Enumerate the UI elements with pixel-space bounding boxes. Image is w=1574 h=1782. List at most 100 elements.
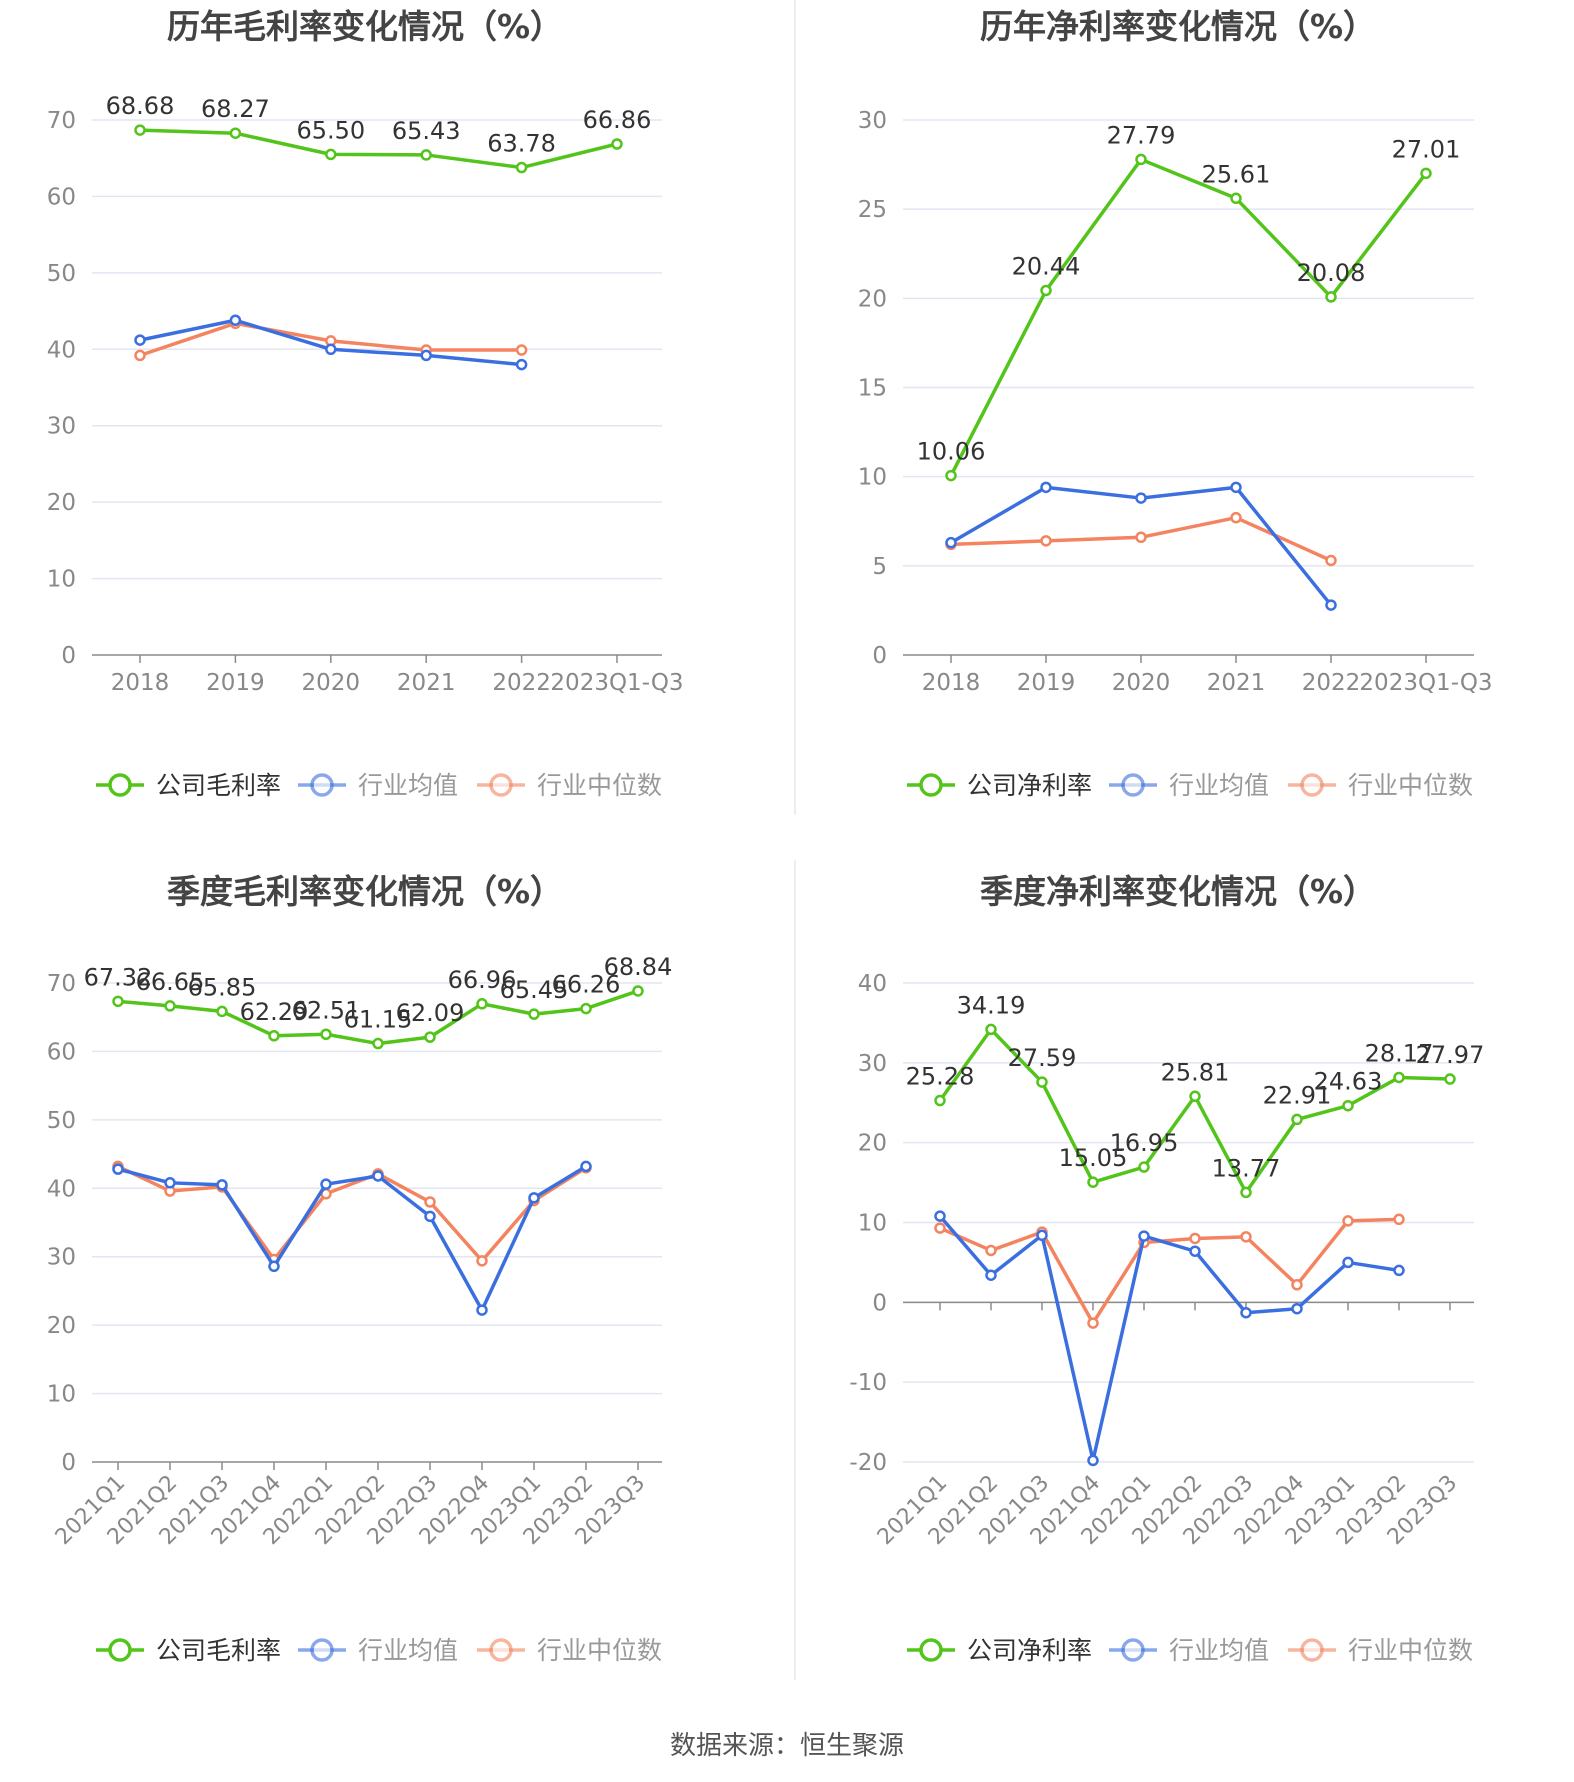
data-label: 24.63 xyxy=(1314,1068,1383,1096)
y-tick-label: 30 xyxy=(47,1245,76,1271)
legend-label: 行业均值 xyxy=(1169,771,1269,800)
data-label: 68.84 xyxy=(604,953,673,981)
y-tick-label: 30 xyxy=(47,414,76,440)
y-tick-label: 40 xyxy=(47,1176,76,1202)
data-point-company xyxy=(1087,1176,1099,1188)
chart-title: 历年毛利率变化情况（%） xyxy=(167,7,563,46)
data-point-median xyxy=(1291,1279,1303,1291)
data-label: 28.17 xyxy=(1365,1039,1434,1067)
y-tick-label: 40 xyxy=(858,971,887,997)
series-line-median xyxy=(117,1164,587,1263)
legend-marker xyxy=(1121,1638,1145,1662)
data-point-company xyxy=(476,998,488,1010)
legend-label: 公司毛利率 xyxy=(156,1636,281,1665)
legend-label: 公司净利率 xyxy=(967,771,1092,800)
series-line-company xyxy=(139,128,618,170)
data-label: 63.78 xyxy=(487,130,556,158)
data-label: 66.26 xyxy=(552,971,621,999)
chart-quarterly-gross: 季度毛利率变化情况（%）0102030405060702021Q12021Q22… xyxy=(47,872,673,1665)
y-tick-label: 30 xyxy=(858,1051,887,1077)
data-point-company xyxy=(528,1008,540,1020)
y-tick-label: 0 xyxy=(61,643,76,669)
y-tick-label: 10 xyxy=(47,1382,76,1408)
data-point-median xyxy=(134,349,146,362)
data-point-median xyxy=(1230,511,1242,524)
series-line-company xyxy=(949,157,1428,477)
data-label: 68.68 xyxy=(106,92,175,120)
x-tick-label: 2021 xyxy=(397,670,456,696)
data-point-company xyxy=(580,1002,592,1015)
data-point-avg xyxy=(372,1170,384,1182)
data-point-median xyxy=(424,1196,436,1208)
legend-label: 行业中位数 xyxy=(1348,771,1473,800)
data-point-company xyxy=(1040,284,1052,297)
legend-marker xyxy=(1300,1638,1324,1662)
data-point-avg xyxy=(1040,481,1052,494)
data-point-avg xyxy=(134,334,146,346)
data-point-company xyxy=(985,1023,997,1036)
legend-label: 行业均值 xyxy=(1169,1636,1269,1665)
data-point-avg xyxy=(1240,1306,1252,1319)
data-point-company xyxy=(325,148,337,161)
data-point-company xyxy=(1189,1090,1201,1103)
legend-item-company: 公司毛利率 xyxy=(96,771,281,800)
chart-title: 历年净利率变化情况（%） xyxy=(980,7,1376,46)
series-line-avg xyxy=(950,485,1333,607)
legend-marker xyxy=(310,773,334,797)
data-point-company xyxy=(1135,153,1147,166)
legend-label: 公司净利率 xyxy=(967,1636,1092,1665)
data-point-company xyxy=(1420,167,1432,180)
x-tick-label: 2019 xyxy=(1017,670,1076,696)
data-point-avg xyxy=(1189,1245,1201,1257)
data-point-company xyxy=(1444,1073,1456,1085)
x-tick-label: 2023Q1-Q3 xyxy=(1359,670,1492,696)
y-tick-label: -10 xyxy=(849,1370,887,1396)
data-label: 66.86 xyxy=(583,106,652,134)
data-point-avg xyxy=(528,1192,540,1204)
data-point-company xyxy=(1393,1071,1405,1084)
y-tick-label: 30 xyxy=(858,108,887,134)
legend-marker xyxy=(1121,773,1145,797)
data-point-avg xyxy=(580,1160,592,1173)
y-tick-label: 15 xyxy=(858,376,887,402)
data-point-company xyxy=(268,1030,280,1042)
data-label: 65.43 xyxy=(392,117,461,145)
y-tick-label: -20 xyxy=(849,1450,887,1476)
data-label: 20.44 xyxy=(1012,252,1081,280)
data-point-avg xyxy=(216,1179,228,1191)
chart-annual-gross: 历年毛利率变化情况（%） 0 10 20 30 40 50 60 70 2018 2019 2020 2… xyxy=(47,7,684,800)
legend-label: 行业中位数 xyxy=(537,771,662,800)
chart-quarterly-net: 季度净利率变化情况（%）-20-100102030402021Q12021Q22… xyxy=(849,872,1484,1665)
data-point-avg xyxy=(1036,1229,1048,1242)
data-point-company xyxy=(1230,192,1242,205)
y-tick-label: 60 xyxy=(47,184,76,210)
data-point-median xyxy=(1135,531,1147,544)
data-label: 13.77 xyxy=(1212,1154,1281,1182)
legend-marker xyxy=(310,1638,334,1662)
data-point-company xyxy=(216,1005,228,1018)
data-point-company xyxy=(372,1037,384,1050)
data-label: 20.08 xyxy=(1297,259,1366,287)
data-point-avg xyxy=(1138,1230,1150,1242)
data-point-avg xyxy=(1325,599,1337,611)
legend-label: 行业中位数 xyxy=(1348,1636,1473,1665)
legend-item-median: 行业中位数 xyxy=(477,771,662,800)
data-point-avg xyxy=(515,358,528,371)
data-label: 10.06 xyxy=(917,438,986,466)
data-point-company xyxy=(420,149,432,161)
data-point-avg xyxy=(1230,481,1242,494)
legend-item-company: 公司净利率 xyxy=(907,771,1092,800)
data-point-avg xyxy=(1342,1256,1354,1269)
data-label: 62.51 xyxy=(292,996,361,1024)
data-point-company xyxy=(632,985,644,997)
legend-label: 行业均值 xyxy=(358,771,458,800)
x-tick-label: 2019 xyxy=(206,670,265,696)
chart-title: 季度毛利率变化情况（%） xyxy=(167,872,563,911)
y-tick-label: 20 xyxy=(858,1131,887,1157)
y-tick-label: 60 xyxy=(47,1039,76,1065)
data-point-avg xyxy=(320,1178,332,1190)
data-point-avg xyxy=(1291,1302,1303,1315)
data-point-median xyxy=(476,1255,488,1267)
x-tick-label: 2020 xyxy=(1112,670,1171,696)
data-point-median xyxy=(985,1244,997,1257)
